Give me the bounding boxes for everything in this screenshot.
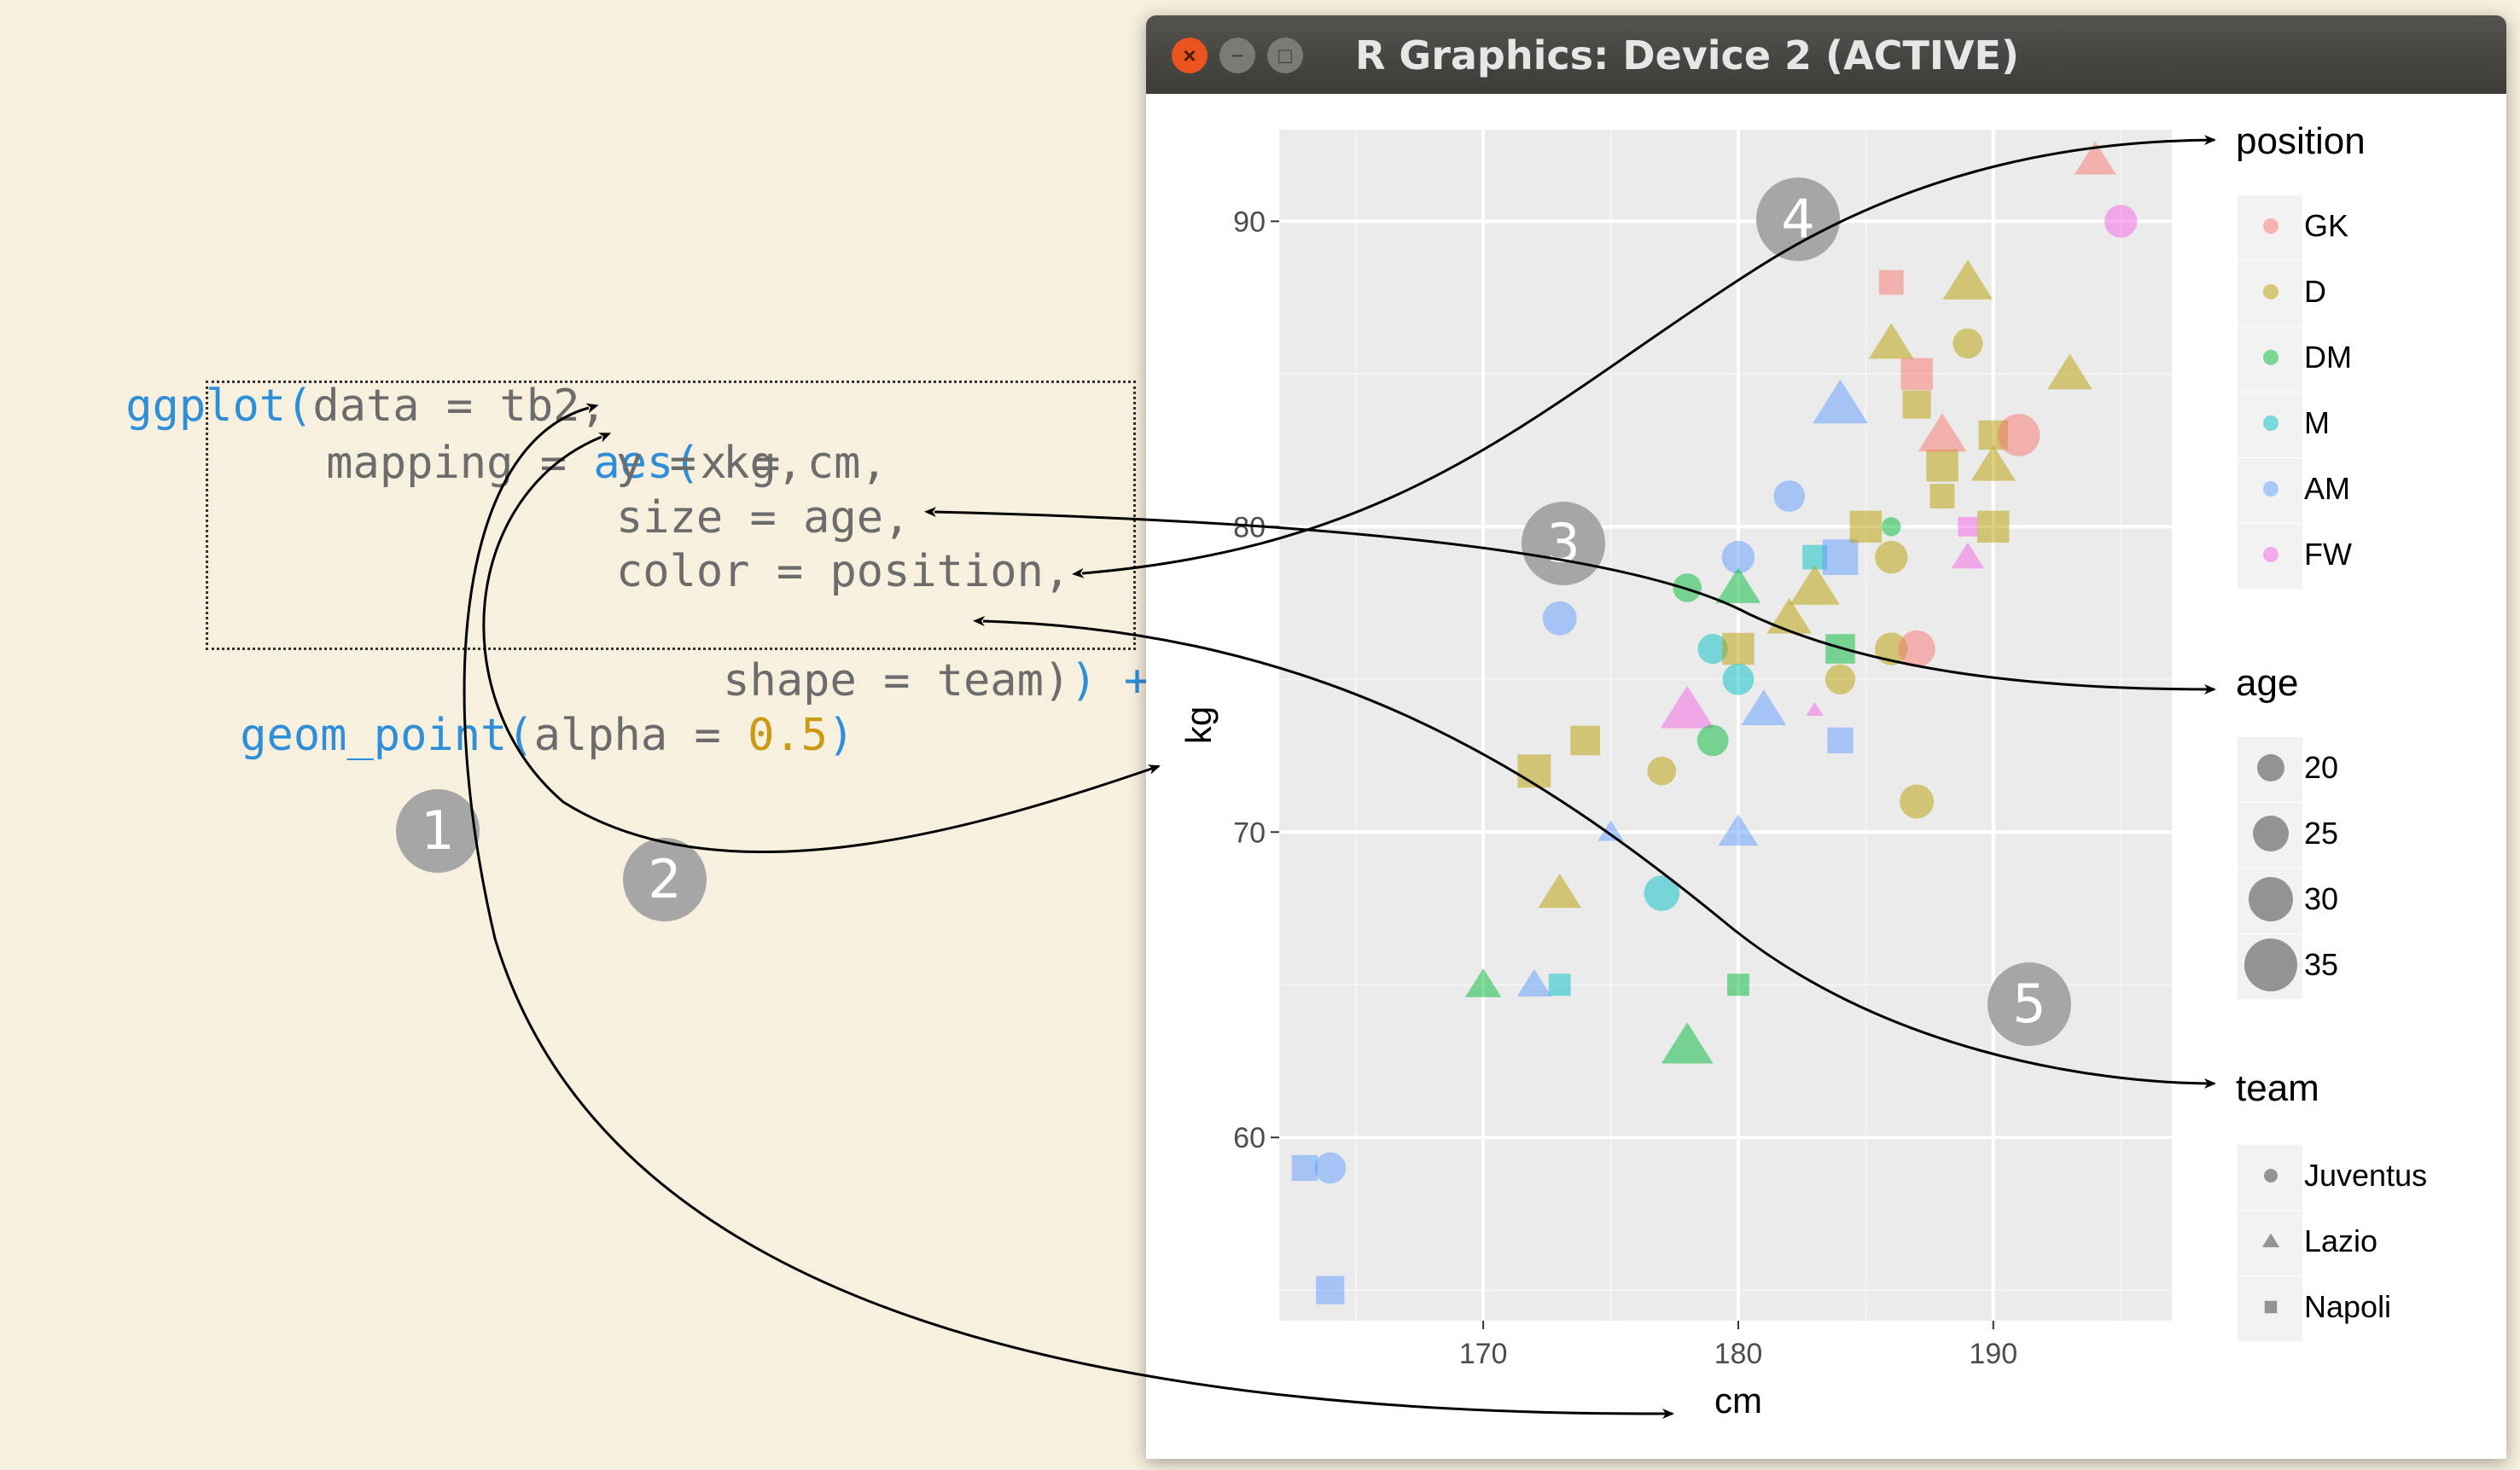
code-argument: mapping = [326,438,594,489]
close-button[interactable]: × [1172,38,1208,73]
x-axis-title: cm [1714,1380,1762,1421]
legend-label-position: M [2304,405,2330,440]
legend-title-position: position [2236,120,2366,162]
legend-label-position: D [2304,274,2326,309]
legend-label-age: 30 [2304,881,2338,916]
legend-title-age: age [2236,662,2298,704]
legend-key-age-30 [2249,877,2293,921]
legend-key-D [2263,284,2278,299]
legend-key-DM [2263,350,2278,365]
x-tick-label: 190 [1969,1338,2017,1370]
minimize-button[interactable]: − [1219,38,1255,73]
maximize-button[interactable]: □ [1267,38,1303,73]
legend-label-age: 20 [2304,750,2338,785]
legend-key-team-Lazio [2261,1233,2280,1247]
step-badge-1: 1 [396,789,480,873]
legend-label-age: 25 [2304,816,2338,851]
arrow-y-mapping [482,433,1161,854]
code-line-1: ggplot(data = tb2, [19,324,607,488]
legend-key-team-Napoli [2264,1300,2278,1314]
window-title: R Graphics: Device 2 (ACTIVE) [1355,32,2019,78]
code-function: ggplot( [125,381,313,432]
legend-label-position: AM [2304,471,2350,506]
legend-key-age-25 [2253,816,2289,851]
legend-label-position: FW [2304,537,2352,572]
legend-title-team: team [2236,1067,2319,1109]
legend-key-FW [2263,547,2278,562]
legend-label-age: 35 [2304,947,2338,982]
legend-label-team: Lazio [2304,1223,2377,1258]
arrow-shape-mapping [973,616,2216,1089]
x-tick-label: 180 [1714,1338,1763,1370]
legend-label-team: Napoli [2304,1289,2391,1324]
legend-key-AM [2263,481,2278,497]
legend-label-team: Juventus [2304,1158,2427,1193]
legend-label-position: GK [2304,208,2348,243]
arrow-x-mapping [463,403,1674,1420]
legend-label-position: DM [2304,340,2352,375]
legend-key-M [2263,415,2278,431]
arrow-size-mapping [924,507,2216,694]
code-function: geom_point( [240,710,534,761]
window-titlebar[interactable]: × − □ R Graphics: Device 2 (ACTIVE) [1146,15,2506,94]
legend-key-team-Juventus [2264,1169,2278,1182]
arrow-color-mapping [1072,135,2216,578]
legend-key-age-35 [2244,938,2297,991]
legend-key-GK [2263,218,2278,234]
legend-key-age-20 [2257,754,2284,781]
